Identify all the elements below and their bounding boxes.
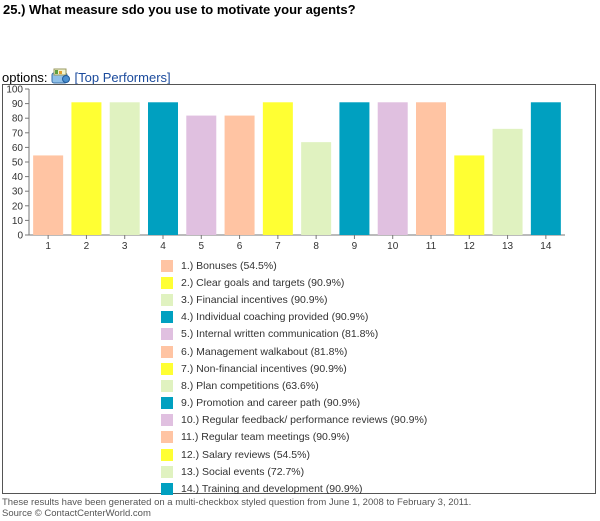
legend-swatch — [161, 483, 173, 496]
y-tick-label: 70 — [12, 128, 24, 139]
x-tick-label: 8 — [313, 241, 319, 252]
bar-4 — [148, 102, 178, 235]
legend-label: 11.) Regular team meetings (90.9%) — [181, 431, 350, 444]
legend-swatch — [161, 379, 173, 392]
footnote-generated: These results have been generated on a m… — [2, 497, 472, 508]
bar-2 — [71, 102, 102, 235]
x-tick-label: 2 — [84, 241, 90, 252]
legend-label: 12.) Salary reviews (54.5%) — [181, 448, 310, 461]
y-tick-label: 20 — [12, 201, 24, 212]
x-tick-label: 10 — [387, 241, 399, 252]
legend-item: 4.) Individual coaching provided (90.9%) — [161, 309, 427, 326]
y-tick-label: 50 — [12, 158, 24, 169]
x-tick-label: 3 — [122, 241, 128, 252]
x-tick-label: 4 — [160, 241, 166, 252]
legend-label: 1.) Bonuses (54.5%) — [181, 259, 277, 272]
bar-11 — [416, 102, 446, 235]
bar-6 — [224, 115, 255, 235]
y-tick-label: 0 — [17, 231, 23, 242]
y-tick-label: 90 — [12, 99, 24, 110]
bar-3 — [109, 102, 140, 235]
chart-legend: 1.) Bonuses (54.5%) 2.) Clear goals and t… — [161, 257, 427, 498]
chart-frame: 0 10 20 30 40 50 60 70 80 90 100 1 2 3 4 5 6 7 8 9 10 11 12 13 1… — [2, 84, 596, 494]
legend-item: 7.) Non-financial incentives (90.9%) — [161, 360, 427, 377]
legend-item: 11.) Regular team meetings (90.9%) — [161, 429, 427, 446]
bar-8 — [301, 142, 332, 235]
legend-label: 10.) Regular feedback/ performance revie… — [181, 414, 428, 427]
x-tick-label: 12 — [464, 241, 476, 252]
legend-swatch — [161, 345, 173, 358]
legend-item: 2.) Clear goals and targets (90.9%) — [161, 274, 427, 291]
x-tick-label: 7 — [275, 241, 281, 252]
legend-swatch — [161, 259, 173, 272]
bar-12 — [454, 155, 485, 235]
x-tick-label: 14 — [540, 241, 552, 252]
legend-item: 9.) Promotion and career path (90.9%) — [161, 395, 427, 412]
legend-label: 3.) Financial incentives (90.9%) — [181, 293, 328, 306]
footnote-source: Source © ContactCenterWorld.com — [2, 508, 151, 519]
legend-item: 6.) Management walkabout (81.8%) — [161, 343, 427, 360]
x-tick-label: 6 — [237, 241, 243, 252]
legend-swatch — [161, 276, 173, 289]
bar-9 — [339, 102, 370, 235]
question-title: 25.) What measure sdo you use to motivat… — [3, 2, 356, 17]
legend-swatch — [161, 293, 173, 306]
x-tick-label: 11 — [426, 241, 437, 252]
bar-7 — [262, 102, 293, 235]
legend-label: 14.) Training and development (90.9%) — [181, 483, 363, 496]
legend-item: 10.) Regular feedback/ performance revie… — [161, 412, 427, 429]
y-tick-label: 30 — [12, 187, 24, 198]
legend-item: 3.) Financial incentives (90.9%) — [161, 291, 427, 308]
y-tick-label: 80 — [12, 114, 24, 125]
x-tick-label: 13 — [502, 241, 514, 252]
x-tick-label: 5 — [199, 241, 205, 252]
bar-10 — [377, 102, 408, 235]
legend-item: 8.) Plan competitions (63.6%) — [161, 377, 427, 394]
y-tick-label: 60 — [12, 143, 24, 154]
top-performers-link[interactable]: [Top Performers] — [74, 70, 171, 85]
legend-item: 12.) Salary reviews (54.5%) — [161, 446, 427, 463]
legend-swatch — [161, 431, 173, 444]
bar-1 — [33, 155, 64, 235]
bar-14 — [530, 102, 561, 235]
legend-item: 1.) Bonuses (54.5%) — [161, 257, 427, 274]
legend-item: 14.) Training and development (90.9%) — [161, 480, 427, 497]
legend-label: 8.) Plan competitions (63.6%) — [181, 379, 319, 392]
legend-label: 5.) Internal written communication (81.8… — [181, 328, 379, 341]
x-tick-label: 1 — [45, 241, 51, 252]
legend-item: 5.) Internal written communication (81.8… — [161, 326, 427, 343]
legend-label: 4.) Individual coaching provided (90.9%) — [181, 311, 369, 324]
chart-settings-icon[interactable] — [51, 67, 71, 85]
legend-label: 6.) Management walkabout (81.8%) — [181, 345, 348, 358]
y-tick-label: 100 — [6, 85, 23, 96]
footnote: These results have been generated on a m… — [2, 497, 471, 519]
legend-swatch — [161, 414, 173, 427]
legend-label: 13.) Social events (72.7%) — [181, 465, 305, 478]
legend-swatch — [161, 311, 173, 324]
options-row: options: [Top Performers] — [2, 63, 171, 85]
legend-item: 13.) Social events (72.7%) — [161, 463, 427, 480]
legend-swatch — [161, 397, 173, 410]
legend-swatch — [161, 328, 173, 341]
legend-swatch — [161, 448, 173, 461]
legend-swatch — [161, 362, 173, 375]
options-label: options: — [2, 70, 48, 85]
legend-label: 7.) Non-financial incentives (90.9%) — [181, 362, 347, 375]
y-tick-label: 10 — [12, 216, 24, 227]
bar-13 — [492, 128, 523, 235]
y-tick-label: 40 — [12, 172, 24, 183]
bar-5 — [186, 115, 217, 235]
legend-label: 9.) Promotion and career path (90.9%) — [181, 397, 361, 410]
legend-label: 2.) Clear goals and targets (90.9%) — [181, 276, 345, 289]
legend-swatch — [161, 465, 173, 478]
x-tick-label: 9 — [352, 241, 358, 252]
